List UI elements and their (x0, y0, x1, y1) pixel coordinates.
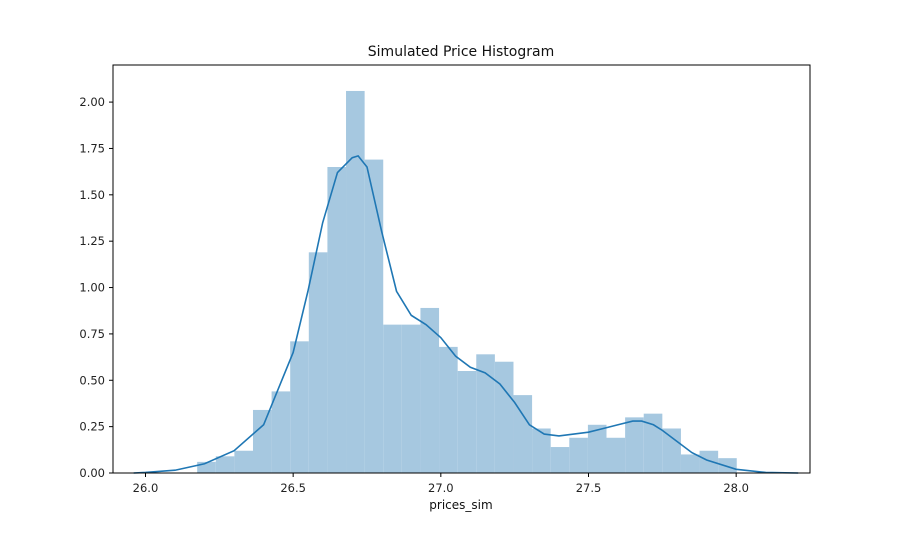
x-tick-label: 28.0 (723, 481, 749, 495)
histogram-bar (290, 341, 309, 473)
x-axis-label: prices_sim (429, 498, 492, 512)
x-tick-label: 27.0 (428, 481, 454, 495)
x-tick-label: 26.5 (280, 481, 306, 495)
y-tick-label: 1.50 (79, 188, 105, 202)
y-tick-label: 2.00 (79, 95, 105, 109)
y-tick-label: 0.00 (79, 466, 105, 480)
y-tick-label: 0.50 (79, 373, 105, 387)
y-tick-label: 1.25 (79, 234, 105, 248)
histogram-bar (476, 354, 495, 473)
histogram-bar (680, 454, 700, 473)
histogram-bar (550, 447, 570, 473)
y-tick-label: 0.25 (79, 420, 105, 434)
histogram-bar (569, 437, 588, 473)
x-tick-label: 26.0 (133, 481, 159, 495)
histogram-bar (494, 361, 514, 473)
y-axis: 0.00 0.25 0.50 0.75 1.00 1.25 1.50 1.75 2.00 (79, 95, 113, 480)
histogram-bar (364, 159, 384, 473)
histogram-bar (308, 252, 328, 473)
y-tick-label: 1.00 (79, 281, 105, 295)
histogram-bar (420, 307, 440, 473)
histogram-bar (532, 428, 551, 473)
histogram-bar (457, 371, 477, 473)
histogram-bar (699, 450, 719, 473)
chart-title: Simulated Price Histogram (368, 44, 554, 60)
histogram-bar (383, 324, 402, 473)
kde-line (133, 154, 799, 474)
histogram-bar (718, 458, 737, 473)
histogram-bar (401, 324, 421, 473)
y-tick-label: 0.75 (79, 327, 105, 341)
histogram-bar (234, 450, 253, 473)
histogram-bar (346, 90, 365, 474)
histogram-bar (215, 456, 235, 473)
histogram-bar (439, 346, 458, 473)
histogram-bar (327, 167, 347, 473)
x-tick-label: 27.5 (576, 481, 602, 495)
histogram-bar (606, 437, 626, 473)
histogram-bar (513, 395, 533, 473)
histogram-bar (662, 428, 681, 473)
histogram-bar (587, 424, 607, 473)
histogram-bar (625, 417, 644, 473)
plot-frame (112, 64, 811, 474)
histogram-bar (197, 461, 216, 473)
bars-layer (197, 90, 737, 474)
histogram-bar (643, 413, 663, 473)
histogram-bar (271, 391, 291, 473)
y-tick-label: 1.75 (79, 141, 105, 155)
histogram-bar (252, 409, 272, 473)
x-axis: 26.0 26.5 27.0 27.5 28.0 (133, 473, 749, 495)
